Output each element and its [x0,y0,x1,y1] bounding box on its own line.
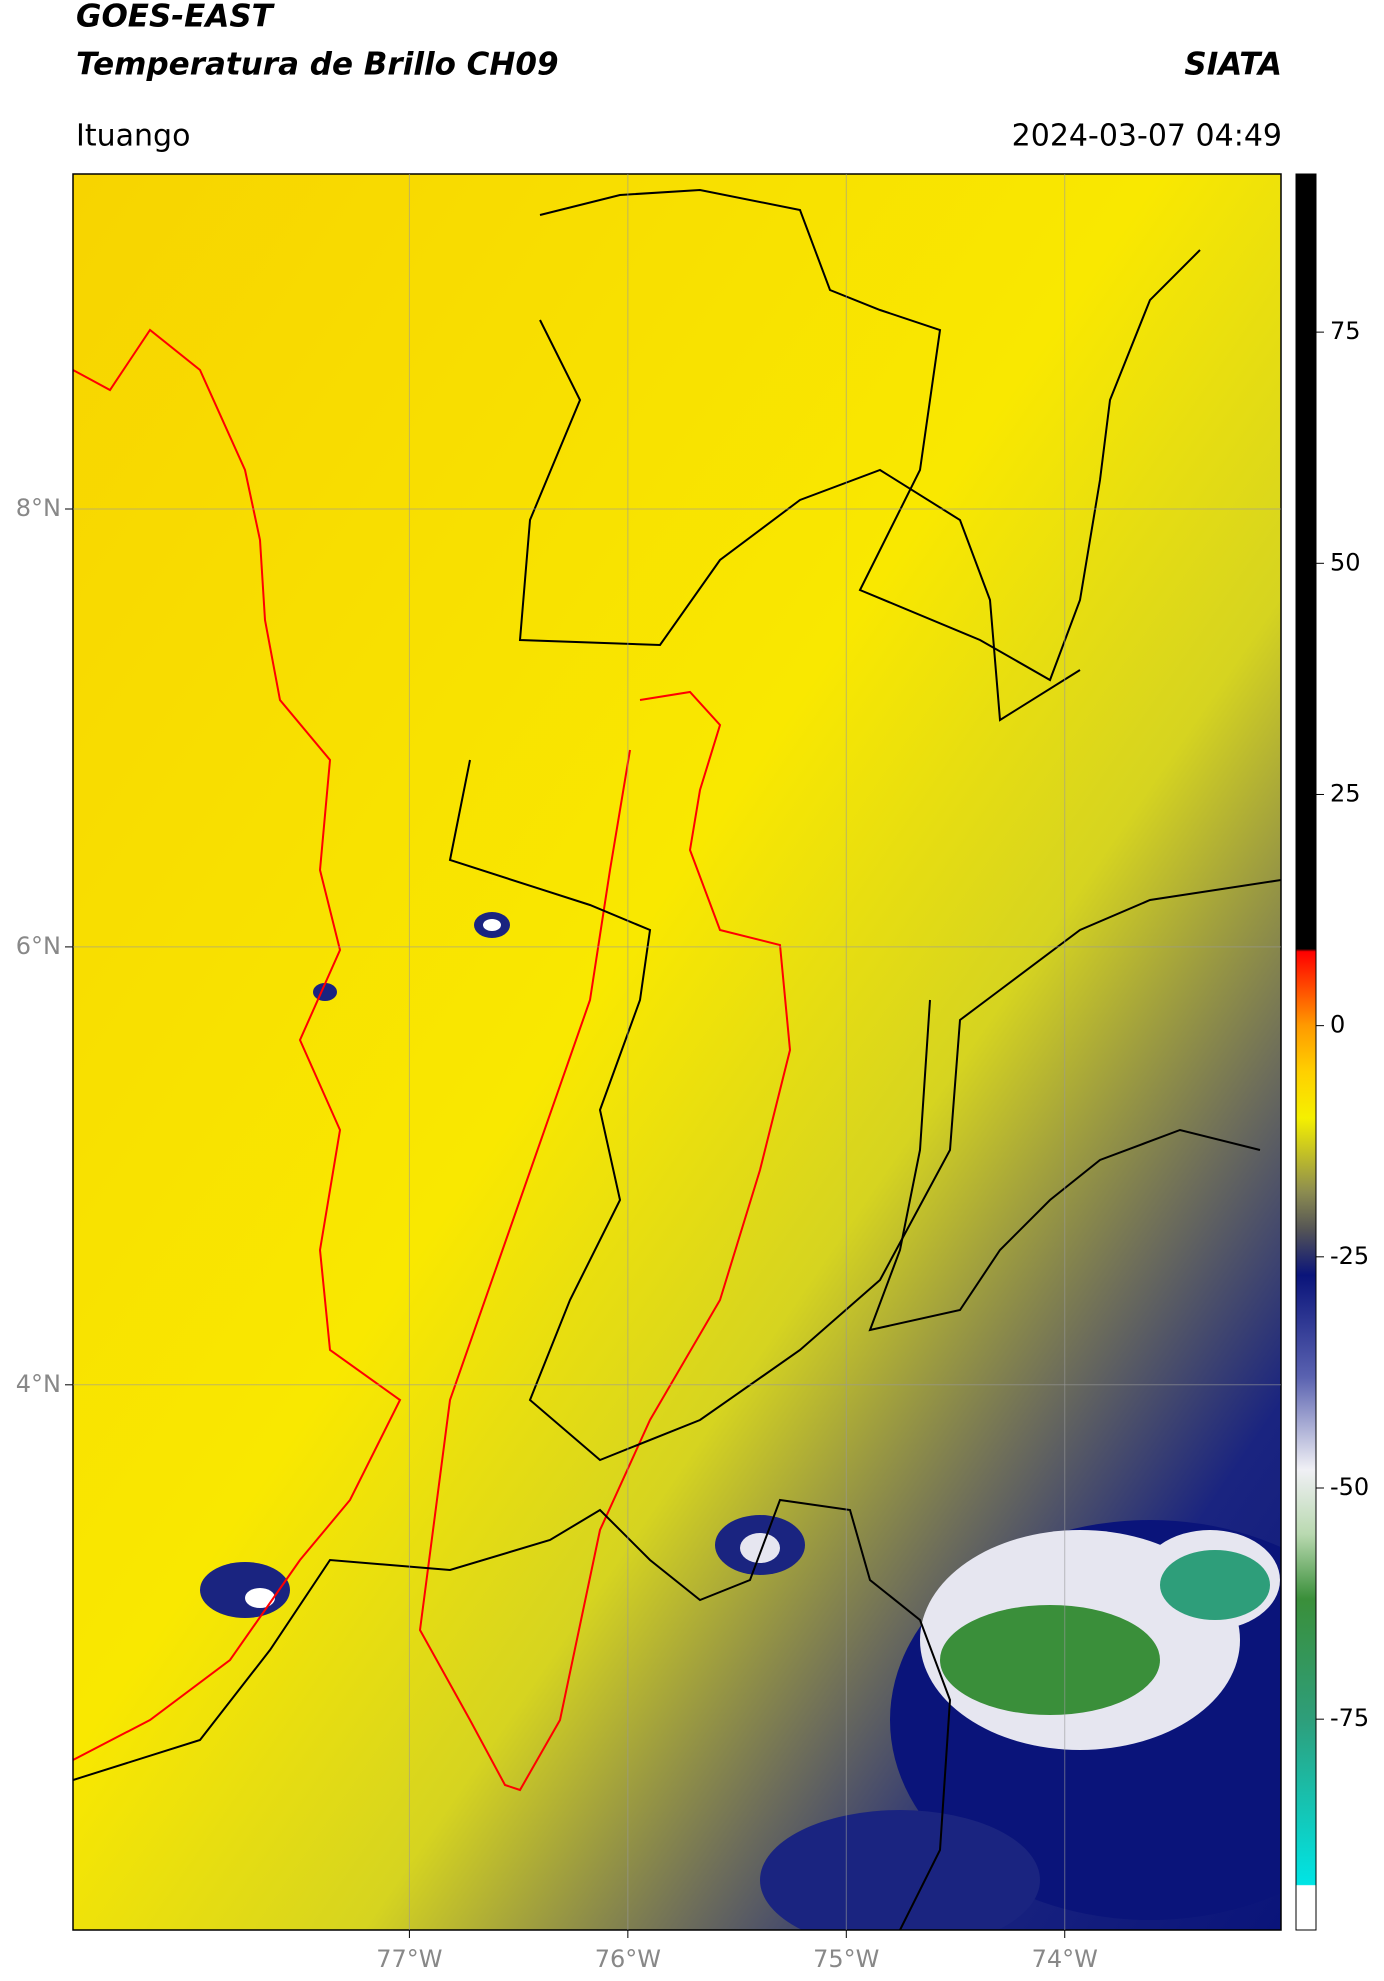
y-tick-label: 4°N [16,1370,61,1398]
map-image [73,174,1281,1930]
source: SIATA [1184,47,1282,83]
x-tick-label: 77°W [376,1945,442,1973]
colorbar-tick-label: 25 [1330,779,1361,807]
colorbar-tick-label: -50 [1330,1473,1369,1501]
plot-frame [72,173,1282,1931]
x-tick-label: 75°W [813,1945,879,1973]
colorbar [1295,173,1317,1931]
colorbar-tick-label: -75 [1330,1704,1369,1732]
title: GOES-EAST [76,0,276,35]
region: Ituango [76,119,190,154]
subtitle: Temperatura de Brillo CH09 [76,47,559,83]
y-tick-label: 6°N [16,932,61,960]
colorbar-tick-label: -25 [1330,1242,1369,1270]
colorbar-tick-label: 75 [1330,317,1361,345]
x-tick-label: 76°W [595,1945,661,1973]
datetime: 2024-03-07 04:49 [1012,119,1282,154]
y-tick-label: 8°N [16,494,61,522]
colorbar-tick-label: 50 [1330,548,1361,576]
colorbar-tick-label: 0 [1330,1011,1345,1039]
x-tick-label: 74°W [1032,1945,1098,1973]
